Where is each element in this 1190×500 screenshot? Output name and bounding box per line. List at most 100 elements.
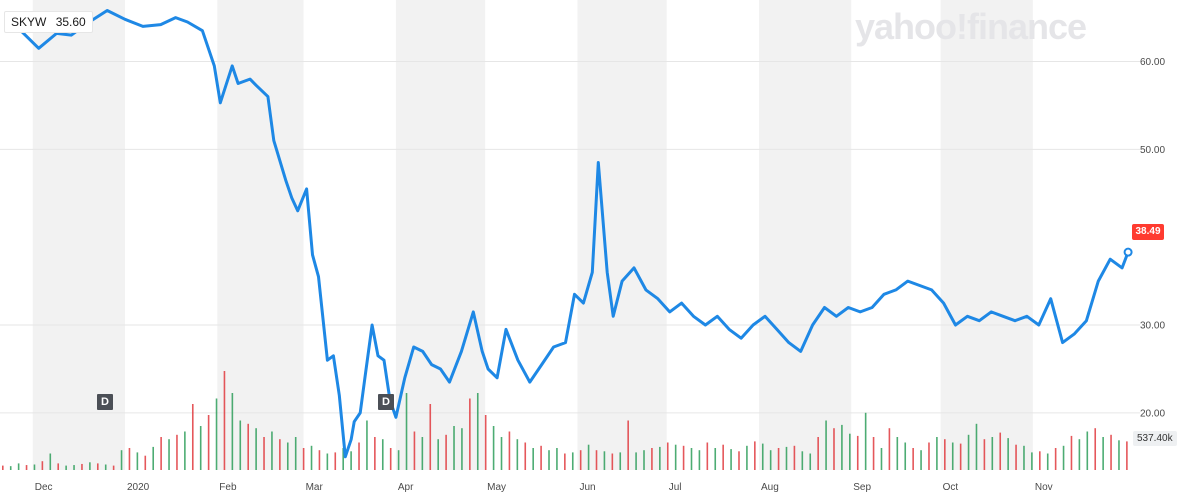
x-tick-label: Mar — [306, 482, 324, 493]
volume-bar — [1039, 451, 1041, 470]
volume-bar — [769, 450, 772, 470]
yahoo-finance-logo: yahoo!finance — [855, 6, 1087, 47]
y-tick-label: 30.00 — [1140, 321, 1165, 332]
volume-bar — [674, 444, 677, 470]
volume-bar — [777, 448, 780, 470]
volume-bar — [57, 463, 60, 470]
volume-bar — [89, 462, 91, 470]
y-tick-label: 20.00 — [1140, 408, 1165, 419]
volume-bar — [374, 437, 376, 470]
volume-bar — [294, 437, 297, 470]
volume-bar — [1102, 437, 1104, 470]
volume-bar — [999, 432, 1002, 470]
month-band — [32, 0, 126, 470]
volume-bar — [199, 426, 202, 470]
volume-bar — [469, 398, 471, 470]
volume-bar — [532, 448, 534, 470]
x-tick-label: Jul — [669, 482, 682, 493]
volume-bar — [746, 445, 748, 470]
x-tick-label: Oct — [943, 482, 959, 493]
volume-bar — [421, 437, 424, 470]
volume-bar — [96, 463, 99, 470]
volume-bar — [706, 442, 709, 470]
volume-bar — [500, 437, 503, 470]
volume-bar — [524, 442, 527, 470]
month-band — [217, 0, 304, 470]
volume-bar — [872, 437, 875, 470]
volume-bar — [611, 453, 614, 470]
volume-bar — [231, 393, 234, 470]
volume-bar — [25, 465, 28, 470]
volume-bar — [571, 452, 574, 470]
ticker-symbol: SKYW — [11, 15, 47, 29]
volume-bar — [302, 448, 305, 470]
volume-bar — [714, 448, 717, 470]
volume-bar — [453, 426, 455, 470]
volume-bar — [643, 450, 645, 470]
volume-bar — [556, 448, 558, 470]
volume-bar — [247, 423, 249, 470]
volume-bar — [1007, 438, 1009, 470]
volume-bar — [112, 465, 115, 470]
volume-bar — [904, 442, 907, 470]
volume-bar — [33, 464, 36, 470]
volume-bar — [738, 451, 740, 470]
volume-bar — [516, 439, 519, 470]
volume-bar — [413, 431, 416, 470]
x-tick-label: Jun — [579, 482, 595, 493]
volume-bar — [730, 449, 732, 470]
price-line-series — [4, 9, 1133, 459]
x-tick-label: Sep — [853, 482, 871, 493]
volume-bar — [864, 412, 867, 470]
volume-bar — [659, 446, 661, 470]
volume-bar — [627, 420, 629, 470]
volume-bar — [2, 465, 4, 470]
x-tick-label: Apr — [398, 482, 414, 493]
volume-bar — [405, 393, 408, 470]
dividend-marker-mar[interactable]: D — [378, 394, 394, 410]
volume-bar — [389, 448, 392, 470]
volume-bar — [1078, 439, 1081, 470]
volume-bar — [104, 464, 107, 470]
y-axis-labels: 60.00 50.00 30.00 20.00 — [1140, 57, 1165, 419]
month-band — [577, 0, 667, 470]
month-bands — [32, 0, 1033, 470]
volume-bar — [1023, 445, 1025, 470]
volume-bar — [9, 466, 12, 470]
x-tick-label: Aug — [761, 482, 779, 493]
x-tick-label: Nov — [1035, 482, 1053, 493]
month-band — [759, 0, 852, 470]
volume-bar — [888, 428, 891, 470]
volume-bar — [722, 444, 724, 470]
volume-bar — [951, 442, 954, 470]
volume-bar — [809, 453, 812, 470]
volume-bar — [81, 463, 83, 470]
dividend-marker-dec[interactable]: D — [97, 394, 113, 410]
volume-bar — [896, 437, 899, 470]
volume-bar — [271, 431, 273, 470]
volume-bar — [579, 450, 582, 470]
volume-bar — [120, 450, 123, 470]
volume-bar — [793, 445, 796, 470]
volume-bar — [1094, 428, 1097, 470]
volume-bar — [1070, 435, 1073, 470]
volume-bar — [65, 465, 67, 470]
volume-bar — [160, 437, 162, 470]
x-tick-label: 2020 — [127, 482, 150, 493]
volume-bar — [833, 428, 835, 470]
volume-bar — [445, 434, 447, 470]
volume-bar — [334, 452, 337, 470]
volume-bar — [397, 450, 400, 470]
x-tick-label: May — [487, 482, 506, 493]
volume-bar — [128, 448, 131, 470]
current-price-tag: 38.49 — [1132, 224, 1164, 240]
volume-bar — [880, 448, 883, 470]
volume-bar — [286, 442, 289, 470]
volume-bar — [176, 434, 178, 470]
x-tick-label: Dec — [35, 482, 53, 493]
volume-bar — [366, 420, 368, 470]
y-tick-label: 60.00 — [1140, 57, 1165, 68]
volume-bar — [991, 437, 994, 470]
volume-bar — [255, 428, 257, 470]
